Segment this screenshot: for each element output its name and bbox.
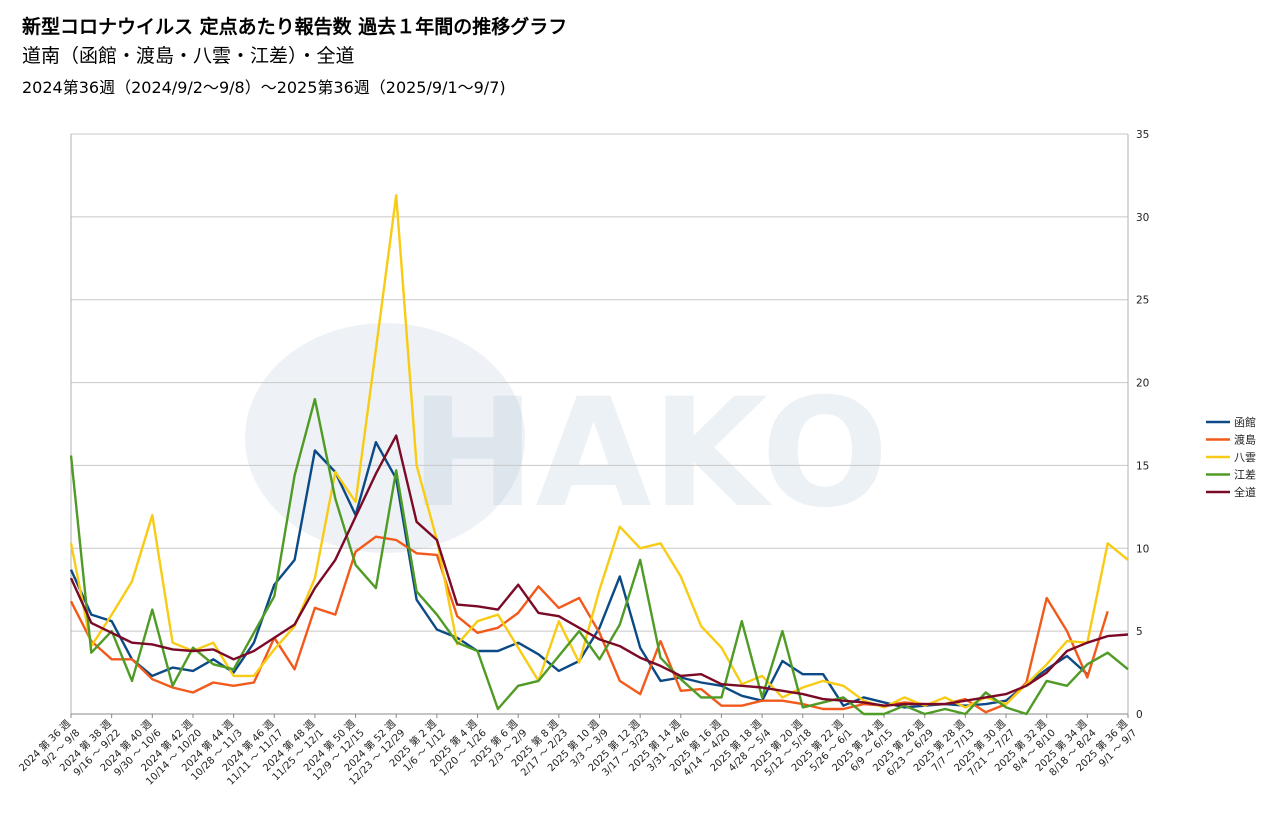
y-tick-label: 0	[1136, 709, 1143, 721]
watermark-logo	[245, 323, 525, 553]
y-tick-label: 10	[1136, 543, 1149, 555]
y-tick-label: 5	[1136, 626, 1143, 638]
x-tick-label: 2024 第 36 週9/2 ～ 9/8	[16, 717, 82, 783]
chart-period: 2024第36週（2024/9/2～9/8）～2025第36週（2025/9/1…	[22, 78, 506, 97]
y-tick-label: 30	[1136, 212, 1149, 224]
y-tick-label: 15	[1136, 460, 1149, 472]
chart-title: 新型コロナウイルス 定点あたり報告数 過去１年間の推移グラフ	[22, 16, 568, 38]
legend-label: 全道	[1234, 485, 1256, 499]
watermark-text: HAKO	[410, 367, 889, 541]
legend-label: 函館	[1234, 415, 1256, 429]
y-tick-label: 25	[1136, 295, 1149, 307]
legend-label: 八雲	[1234, 451, 1256, 464]
y-axis-ticks: 0 5 10 15 20 25 30 35	[1136, 129, 1149, 721]
watermark-circle	[245, 323, 525, 553]
gridlines	[71, 133, 1128, 632]
series-lines	[69, 194, 1129, 716]
series-line	[69, 434, 1129, 707]
series-line	[69, 397, 1129, 716]
y-tick-label: 35	[1136, 129, 1149, 141]
legend-label: 渡島	[1234, 433, 1256, 447]
series-line	[69, 194, 1129, 709]
legend-label: 江差	[1234, 468, 1256, 482]
chart-subtitle: 道南（函館・渡島・八雲・江差）・全道	[22, 45, 355, 67]
y-tick-label: 20	[1136, 378, 1149, 390]
